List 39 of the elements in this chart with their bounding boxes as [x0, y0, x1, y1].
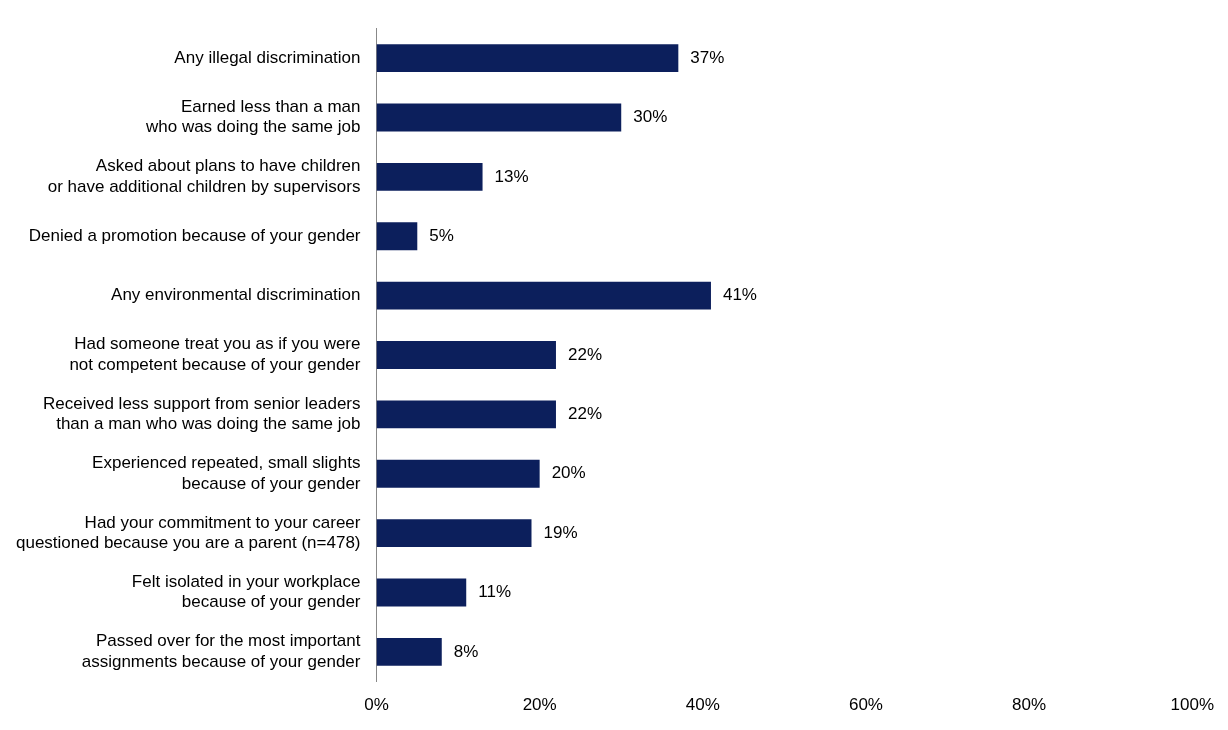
- data-label: 5%: [429, 225, 454, 245]
- y-tick-label: Asked about plans to have children or have additional children by supervisors: [47, 156, 361, 196]
- y-tick-label: Any illegal discrimination: [174, 47, 361, 67]
- data-label: 13%: [494, 166, 529, 186]
- y-tick-label: Experienced repeated, small slights because of your gender: [92, 453, 361, 493]
- bar: [376, 44, 679, 73]
- y-tick-label: Felt isolated in your workplace because of your gender: [131, 572, 361, 612]
- bar: [376, 341, 556, 369]
- bar: [376, 459, 540, 488]
- data-label: 30%: [633, 107, 668, 127]
- data-label: 20%: [551, 463, 586, 483]
- y-tick-label: Denied a promotion because of your gender: [28, 225, 361, 245]
- data-label: 37%: [690, 47, 725, 67]
- y-tick-label: Received less support from senior leaders than a man who was doing the same job: [43, 393, 361, 434]
- bar: [376, 578, 467, 607]
- x-tick-label: 60%: [848, 695, 883, 715]
- bar: [376, 281, 711, 310]
- x-tick-label: 100%: [1170, 695, 1214, 715]
- data-label: 41%: [722, 285, 757, 305]
- bar: [376, 519, 532, 548]
- x-tick-label: 40%: [685, 695, 720, 715]
- bar: [376, 400, 556, 429]
- bar: [376, 222, 418, 251]
- x-tick-label: 80%: [1012, 695, 1047, 715]
- y-tick-label: Had someone treat you as if you were not competent because of your gender: [69, 334, 361, 374]
- y-tick-label: Had your commitment to your career questioned because you are a parent (n=478): [16, 512, 361, 553]
- data-label: 8%: [453, 641, 479, 661]
- x-tick-label: 0%: [364, 695, 389, 715]
- x-tick-label: 20%: [522, 695, 557, 715]
- bar: [376, 162, 483, 191]
- data-label: 19%: [543, 522, 578, 542]
- data-label: 22%: [567, 404, 602, 424]
- y-tick-label: Passed over for the most important assignments because of your gender: [81, 631, 361, 671]
- data-label: 11%: [478, 582, 511, 602]
- y-tick-label: Earned less than a man who was doing the same job: [144, 96, 361, 137]
- bar: [376, 637, 442, 666]
- y-tick-label: Any environmental discrimination: [111, 285, 361, 305]
- data-label: 22%: [567, 344, 602, 364]
- bar: [376, 103, 622, 132]
